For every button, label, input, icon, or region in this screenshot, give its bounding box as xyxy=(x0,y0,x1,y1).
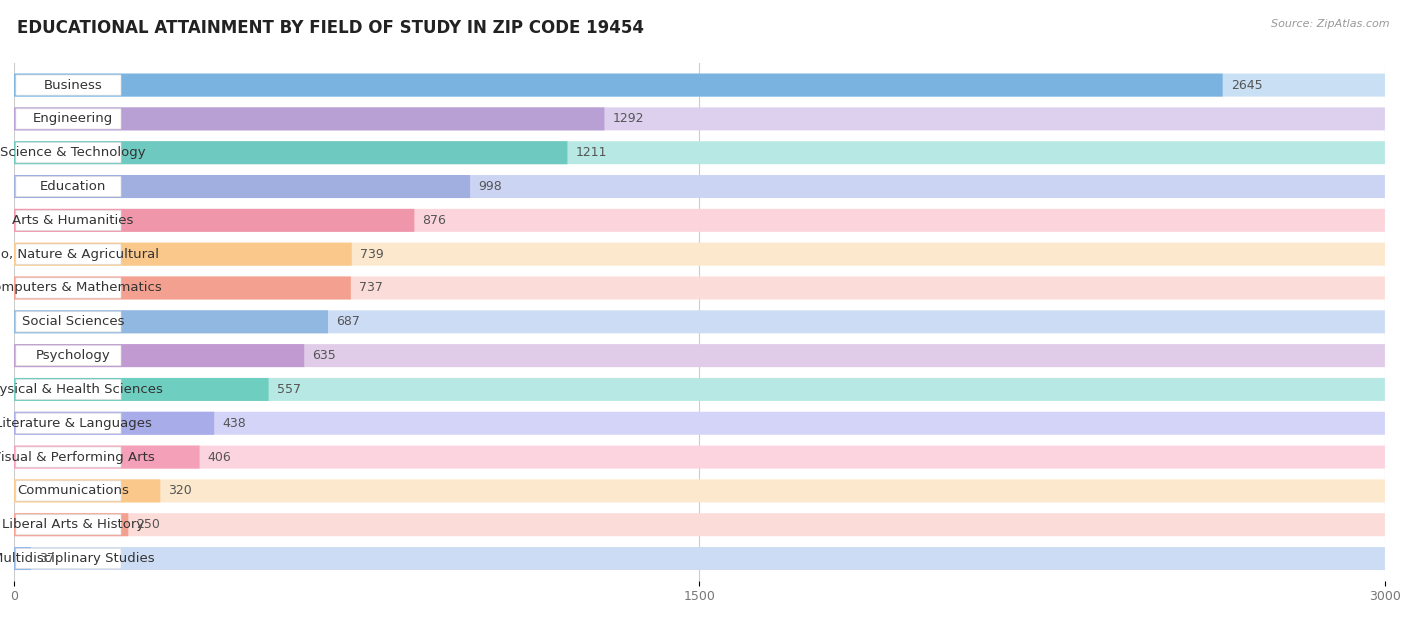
Text: 635: 635 xyxy=(312,349,336,362)
FancyBboxPatch shape xyxy=(14,276,1385,300)
FancyBboxPatch shape xyxy=(14,480,1385,502)
Text: Liberal Arts & History: Liberal Arts & History xyxy=(1,518,145,531)
FancyBboxPatch shape xyxy=(14,412,214,435)
Text: Computers & Mathematics: Computers & Mathematics xyxy=(0,281,162,295)
Text: EDUCATIONAL ATTAINMENT BY FIELD OF STUDY IN ZIP CODE 19454: EDUCATIONAL ATTAINMENT BY FIELD OF STUDY… xyxy=(17,19,644,37)
FancyBboxPatch shape xyxy=(14,445,200,469)
FancyBboxPatch shape xyxy=(15,346,121,366)
FancyBboxPatch shape xyxy=(15,312,121,332)
Text: Source: ZipAtlas.com: Source: ZipAtlas.com xyxy=(1271,19,1389,29)
Text: 320: 320 xyxy=(169,485,193,497)
FancyBboxPatch shape xyxy=(14,276,352,300)
FancyBboxPatch shape xyxy=(14,412,1385,435)
FancyBboxPatch shape xyxy=(14,344,304,367)
Text: 876: 876 xyxy=(423,214,447,227)
FancyBboxPatch shape xyxy=(14,141,568,164)
FancyBboxPatch shape xyxy=(15,548,121,569)
FancyBboxPatch shape xyxy=(14,209,415,232)
FancyBboxPatch shape xyxy=(14,547,31,570)
FancyBboxPatch shape xyxy=(14,209,1385,232)
FancyBboxPatch shape xyxy=(15,109,121,129)
FancyBboxPatch shape xyxy=(15,143,121,163)
FancyBboxPatch shape xyxy=(15,481,121,501)
FancyBboxPatch shape xyxy=(14,445,1385,469)
Text: Visual & Performing Arts: Visual & Performing Arts xyxy=(0,451,155,464)
FancyBboxPatch shape xyxy=(14,547,1385,570)
FancyBboxPatch shape xyxy=(14,175,470,198)
FancyBboxPatch shape xyxy=(14,513,128,536)
Text: Business: Business xyxy=(44,79,103,91)
Text: Multidisciplinary Studies: Multidisciplinary Studies xyxy=(0,552,155,565)
FancyBboxPatch shape xyxy=(14,310,1385,333)
Text: 1211: 1211 xyxy=(575,146,607,159)
FancyBboxPatch shape xyxy=(15,244,121,264)
FancyBboxPatch shape xyxy=(15,278,121,298)
Text: 37: 37 xyxy=(39,552,55,565)
Text: 998: 998 xyxy=(478,180,502,193)
FancyBboxPatch shape xyxy=(14,107,1385,131)
FancyBboxPatch shape xyxy=(15,413,121,433)
Text: 739: 739 xyxy=(360,248,384,261)
Text: Arts & Humanities: Arts & Humanities xyxy=(13,214,134,227)
Text: Social Sciences: Social Sciences xyxy=(21,316,124,328)
Text: Communications: Communications xyxy=(17,485,129,497)
FancyBboxPatch shape xyxy=(14,513,1385,536)
FancyBboxPatch shape xyxy=(14,175,1385,198)
Text: Psychology: Psychology xyxy=(35,349,111,362)
FancyBboxPatch shape xyxy=(14,378,1385,401)
FancyBboxPatch shape xyxy=(15,515,121,535)
FancyBboxPatch shape xyxy=(14,310,328,333)
FancyBboxPatch shape xyxy=(15,177,121,197)
FancyBboxPatch shape xyxy=(15,447,121,467)
Text: 406: 406 xyxy=(208,451,232,464)
FancyBboxPatch shape xyxy=(15,210,121,230)
FancyBboxPatch shape xyxy=(14,74,1385,97)
FancyBboxPatch shape xyxy=(14,74,1223,97)
Text: Science & Technology: Science & Technology xyxy=(0,146,146,159)
Text: Physical & Health Sciences: Physical & Health Sciences xyxy=(0,383,163,396)
Text: 1292: 1292 xyxy=(613,112,644,126)
FancyBboxPatch shape xyxy=(14,141,1385,164)
Text: 438: 438 xyxy=(222,416,246,430)
FancyBboxPatch shape xyxy=(15,75,121,95)
Text: 250: 250 xyxy=(136,518,160,531)
Text: 2645: 2645 xyxy=(1230,79,1263,91)
Text: 687: 687 xyxy=(336,316,360,328)
FancyBboxPatch shape xyxy=(14,344,1385,367)
Text: 557: 557 xyxy=(277,383,301,396)
FancyBboxPatch shape xyxy=(14,378,269,401)
Text: Bio, Nature & Agricultural: Bio, Nature & Agricultural xyxy=(0,248,159,261)
FancyBboxPatch shape xyxy=(15,379,121,399)
FancyBboxPatch shape xyxy=(14,243,352,266)
Text: 737: 737 xyxy=(359,281,382,295)
Text: Education: Education xyxy=(39,180,107,193)
FancyBboxPatch shape xyxy=(14,480,160,502)
Text: Engineering: Engineering xyxy=(32,112,112,126)
FancyBboxPatch shape xyxy=(14,243,1385,266)
Text: Literature & Languages: Literature & Languages xyxy=(0,416,152,430)
FancyBboxPatch shape xyxy=(14,107,605,131)
